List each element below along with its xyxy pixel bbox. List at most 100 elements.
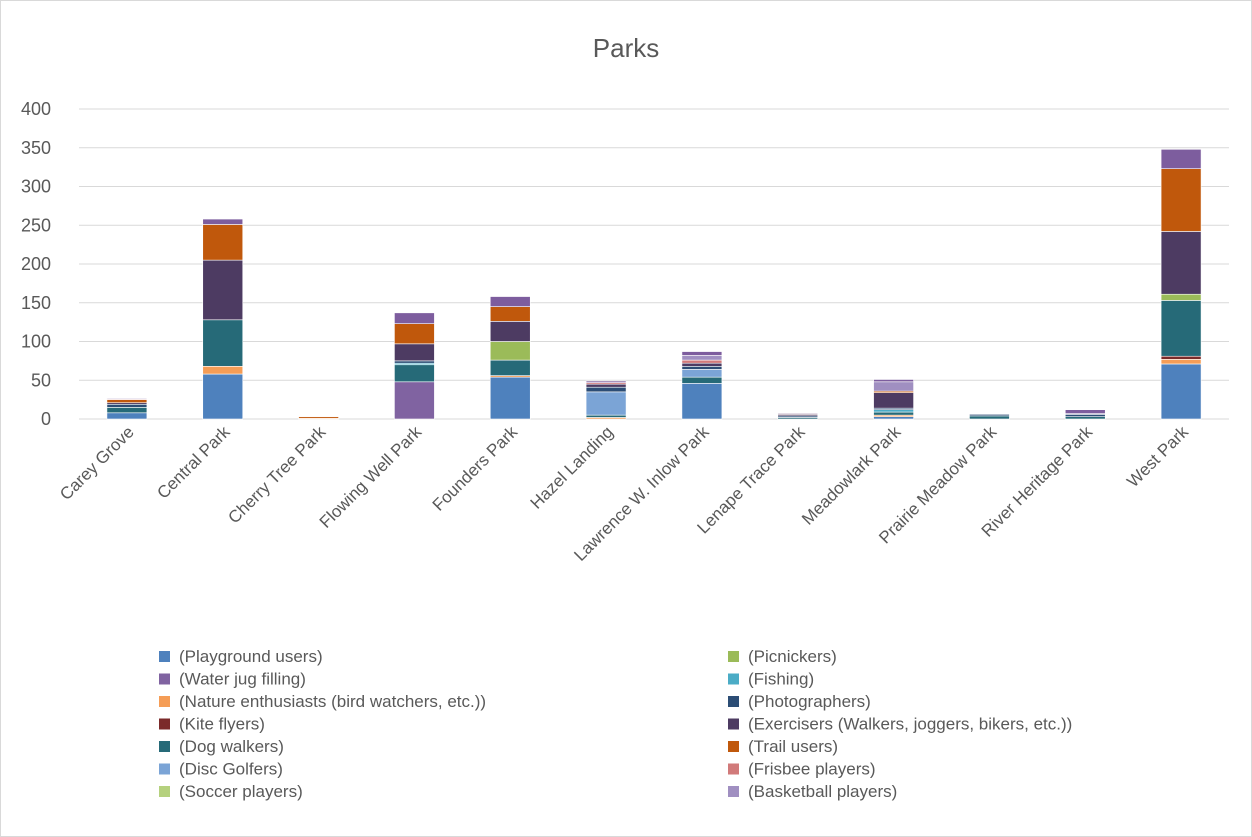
bar-segment xyxy=(1160,300,1202,357)
x-tick-label: Flowing Well Park xyxy=(316,422,426,532)
x-tick-label: Founders Park xyxy=(429,422,522,515)
legend-swatch xyxy=(728,718,739,730)
bar-segment xyxy=(489,341,531,361)
legend-label: (Dog walkers) xyxy=(179,737,284,756)
legend-swatch xyxy=(159,673,170,685)
bar-segment xyxy=(202,259,244,321)
y-tick-label: 150 xyxy=(21,293,51,313)
bar-segment xyxy=(681,369,723,378)
legend-label: (Disc Golfers) xyxy=(179,760,283,779)
bar-segment xyxy=(106,412,148,420)
y-tick-label: 50 xyxy=(31,370,51,390)
legend-label: (Basketball players) xyxy=(748,782,897,801)
bar-segment xyxy=(969,415,1010,420)
bar-segment xyxy=(202,224,244,261)
bar-segment xyxy=(585,391,627,416)
bar-segment xyxy=(873,392,914,409)
bar-segment xyxy=(681,355,723,361)
bar-segment xyxy=(681,359,723,364)
bar-segment xyxy=(298,416,339,419)
bar-segment xyxy=(873,416,914,420)
legend-label: (Picnickers) xyxy=(748,647,837,666)
y-tick-label: 300 xyxy=(21,177,51,197)
legend-label: (Trail users) xyxy=(748,737,838,756)
bar-segment xyxy=(489,306,531,322)
bar-segment xyxy=(1160,363,1202,420)
bars xyxy=(106,149,1202,420)
bar-segment xyxy=(394,360,435,364)
gridlines xyxy=(79,108,1229,420)
bar-segment xyxy=(106,403,148,408)
bar-segment xyxy=(202,373,244,420)
legend-swatch xyxy=(728,763,739,775)
bar-segment xyxy=(585,380,627,383)
x-tick-label: West Park xyxy=(1123,422,1192,491)
bar-segment xyxy=(489,359,531,376)
bar-segment xyxy=(777,412,819,414)
legend-swatch xyxy=(159,763,170,775)
legend-swatch xyxy=(728,741,739,752)
y-tick-label: 0 xyxy=(41,409,51,429)
legend-swatch xyxy=(728,651,739,662)
bar-segment xyxy=(1160,149,1202,169)
y-tick-label: 250 xyxy=(21,215,51,235)
bar-segment xyxy=(489,376,531,420)
x-tick-label: Cherry Tree Park xyxy=(224,422,329,527)
legend-label: (Water jug filling) xyxy=(179,670,306,689)
bar-segment xyxy=(1064,409,1106,414)
x-tick-label: Hazel Landing xyxy=(527,422,617,512)
bar-segment xyxy=(873,381,914,392)
bar-segment xyxy=(681,365,723,370)
bar-segment xyxy=(585,386,627,393)
x-tick-label: Central Park xyxy=(153,422,234,503)
y-tick-label: 350 xyxy=(21,138,51,158)
bar-segment xyxy=(106,407,148,414)
legend-label: (Photographers) xyxy=(748,692,871,711)
legend-swatch xyxy=(728,696,739,707)
bar-segment xyxy=(489,296,531,307)
bar-segment xyxy=(681,351,723,356)
bar-segment xyxy=(1160,355,1202,360)
bar-segment xyxy=(873,379,914,383)
y-axis-ticks: 0 50 100 150 200 250 300 350 400 xyxy=(21,99,51,429)
legend-label: (Kite flyers) xyxy=(179,715,265,734)
bar-segment xyxy=(873,411,914,416)
legend-swatch xyxy=(159,651,170,662)
legend-label: (Nature enthusiasts (bird watchers, etc.… xyxy=(179,692,486,711)
bar-segment xyxy=(394,312,435,324)
legend-label: (Exercisers (Walkers, joggers, bikers, e… xyxy=(748,715,1072,734)
x-tick-label: Lenape Trace Park xyxy=(694,422,809,537)
legend-swatch xyxy=(159,786,170,797)
bar-segment xyxy=(873,409,914,413)
bar-segment xyxy=(585,414,627,418)
bar-segment xyxy=(1160,359,1202,365)
bar-segment xyxy=(394,323,435,345)
bar-segment xyxy=(1064,416,1106,420)
legend-label: (Frisbee players) xyxy=(748,760,876,779)
legend-label: (Fishing) xyxy=(748,670,814,689)
bar-segment xyxy=(106,397,148,400)
bar-segment xyxy=(394,343,435,362)
bar-segment xyxy=(202,319,244,367)
y-tick-label: 100 xyxy=(21,332,51,352)
y-tick-label: 200 xyxy=(21,254,51,274)
bar-segment xyxy=(394,364,435,383)
bar-segment xyxy=(969,414,1010,417)
chart-title: Parks xyxy=(593,33,659,63)
legend-swatch xyxy=(159,718,170,730)
bar-segment xyxy=(1064,414,1106,417)
bar-segment xyxy=(681,383,723,420)
bar-segment xyxy=(681,376,723,384)
y-tick-label: 400 xyxy=(21,99,51,119)
x-tick-label: Carey Grove xyxy=(56,422,138,504)
bar-segment xyxy=(585,383,627,388)
legend-swatch xyxy=(159,696,170,707)
legend-swatch xyxy=(728,786,739,797)
bar-segment xyxy=(394,381,435,420)
legend-swatch xyxy=(728,673,739,685)
bar-segment xyxy=(1160,168,1202,232)
legend: (Playground users) (Water jug filling) (Na… xyxy=(159,647,1072,801)
